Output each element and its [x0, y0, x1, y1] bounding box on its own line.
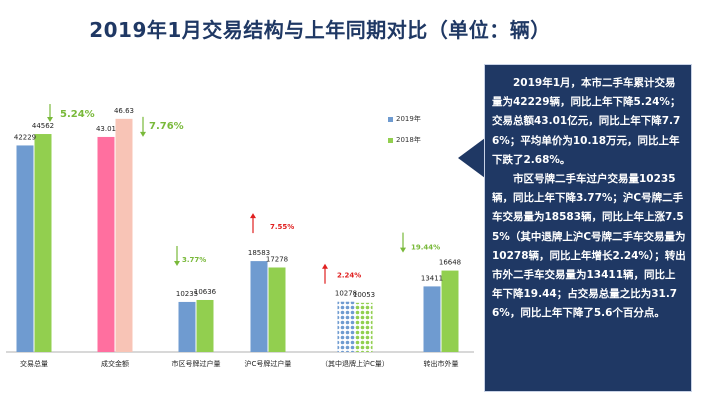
- change-label-total-amount: 7.76%: [149, 121, 184, 132]
- data-label-2019-retired-to-hu-c: 10278: [335, 290, 357, 298]
- bar-2018-transfer-out: [441, 270, 459, 352]
- bar-2019-retired-to-hu-c: [337, 301, 355, 352]
- tick-label-transfer-out: 转出市外量: [424, 359, 459, 368]
- chart-title: 2019年1月交易结构与上年同期对比（单位：辆）: [89, 18, 551, 42]
- callout-paragraph-1: 2019年1月，本市二手车累计交易量为42229辆，同比上年下降5.24%；交易…: [492, 77, 681, 166]
- data-label-2019-hu-c-plate: 18583: [248, 249, 270, 257]
- tick-label-city-plate: 市区号牌过户量: [172, 359, 221, 368]
- data-label-2018-total-amount: 46.63: [114, 107, 134, 115]
- legend-swatch-2018: [388, 137, 393, 143]
- bar-2019-total-volume: [16, 145, 34, 352]
- change-label-transfer-out: 19.44%: [411, 244, 440, 252]
- callout-pointer: [458, 138, 485, 178]
- legend-item-2019: 2019年: [388, 114, 421, 124]
- change-arrow-down-icon-total-volume: [47, 117, 53, 123]
- callout-paragraph-2: 市区号牌二手车过户交易量10235辆，同比上年下降3.77%；沪C号牌二手车交易…: [492, 173, 686, 320]
- tick-label-total-amount: 成交金额: [101, 359, 129, 368]
- change-arrow-down-icon-total-amount: [140, 131, 146, 137]
- bar-2019-total-amount: [97, 136, 115, 352]
- data-label-2018-total-volume: 44562: [32, 122, 54, 130]
- bar-2018-hu-c-plate: [268, 267, 286, 352]
- legend-label-2019: 2019年: [396, 115, 421, 123]
- legend-swatch-2019: [388, 116, 393, 122]
- data-label-2018-retired-to-hu-c: 10053: [353, 291, 375, 299]
- callout-box: [484, 64, 692, 392]
- data-label-2019-transfer-out: 13411: [421, 274, 443, 282]
- tick-label-total-volume: 交易总量: [20, 359, 48, 368]
- bar-2019-hu-c-plate: [250, 261, 268, 352]
- callout-text: 2019年1月，本市二手车累计交易量为42229辆，同比上年下降5.24%；交易…: [492, 74, 686, 324]
- change-arrow-up-icon-retired-to-hu-c: [322, 263, 328, 269]
- legend-label-2018: 2018年: [396, 136, 421, 144]
- bar-2018-total-volume: [34, 134, 52, 352]
- data-label-2018-transfer-out: 16648: [439, 259, 461, 267]
- bar-2018-retired-to-hu-c: [355, 302, 373, 352]
- change-label-city-plate: 3.77%: [182, 256, 206, 264]
- legend-item-2018: 2018年: [388, 135, 421, 145]
- bar-2018-total-amount: [115, 118, 133, 352]
- tick-label-retired-to-hu-c: （其中退牌上沪C量）: [321, 359, 389, 368]
- data-label-2019-total-volume: 42229: [14, 133, 36, 141]
- data-label-2019-city-plate: 10235: [176, 290, 198, 298]
- bar-chart: 42229 44562 交易总量 5.24%43.01 46.63 成交金额 7.76% 10…: [6, 104, 474, 368]
- bar-2019-city-plate: [178, 301, 196, 352]
- data-label-2019-total-amount: 43.01: [96, 125, 116, 133]
- tick-label-hu-c-plate: 沪C号牌过户量: [245, 359, 292, 368]
- bar-2018-city-plate: [196, 299, 214, 352]
- legend: 2019年 2018年: [388, 114, 421, 156]
- change-arrow-down-icon-city-plate: [174, 260, 180, 266]
- bar-2019-transfer-out: [423, 286, 441, 352]
- change-arrow-down-icon-transfer-out: [400, 247, 406, 253]
- data-label-2018-hu-c-plate: 17278: [266, 255, 288, 263]
- change-arrow-up-icon-hu-c-plate: [250, 213, 256, 219]
- change-label-total-volume: 5.24%: [60, 109, 95, 120]
- change-label-hu-c-plate: 7.55%: [270, 223, 294, 231]
- data-label-2018-city-plate: 10636: [194, 288, 217, 296]
- change-label-retired-to-hu-c: 2.24%: [337, 272, 361, 280]
